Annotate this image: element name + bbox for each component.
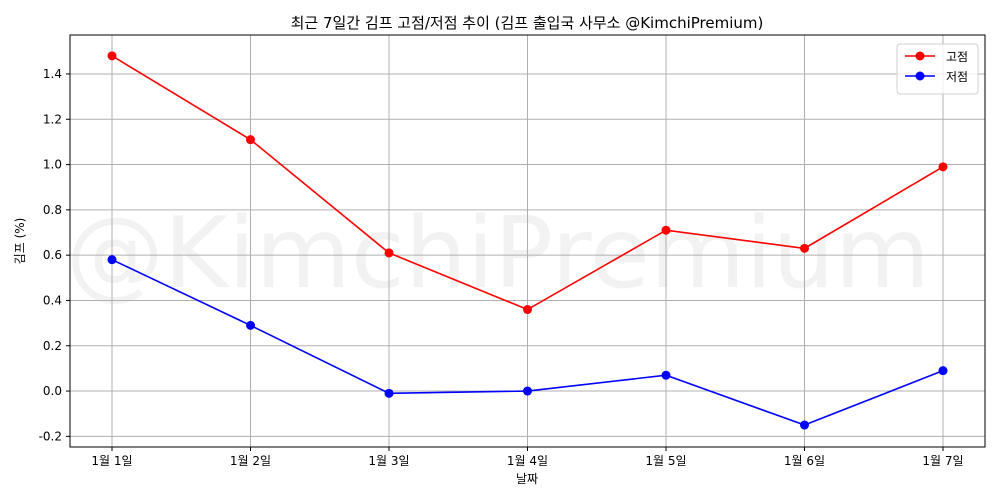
y-tick-label: 0.0 [43,384,62,398]
x-tick-label: 1월 5일 [645,454,686,468]
y-tick-label: 0.6 [43,248,62,262]
y-tick-label: 0.4 [43,293,62,307]
y-tick-label: -0.2 [39,429,62,443]
x-tick-label: 1월 1일 [91,454,132,468]
x-tick-label: 1월 4일 [507,454,548,468]
y-tick-label: 0.8 [43,203,62,217]
legend-marker [915,51,925,61]
data-point [661,225,671,235]
grid [70,35,985,447]
y-tick-label: 1.4 [43,67,62,81]
chart-title: 최근 7일간 김프 고점/저점 추이 (김프 출입국 사무소 @KimchiPr… [291,14,764,32]
legend-label: 고점 [946,50,968,64]
y-tick-label: 1.0 [43,158,62,172]
y-tick-label: 1.2 [43,112,62,126]
watermark: @KimchiPremium [66,197,930,311]
data-point [246,320,255,330]
data-point [800,420,809,430]
x-axis-label: 날짜 [516,472,538,486]
y-axis-label: 김프 (%) [13,218,27,265]
data-point [523,386,532,396]
data-point [384,388,394,398]
x-tick-label: 1월 2일 [230,454,271,468]
legend-label: 저점 [946,70,968,84]
x-tick-label: 1월 7일 [922,454,963,468]
x-tick-label: 1월 6일 [784,454,825,468]
data-point [523,305,532,315]
y-tick-label: 0.2 [43,339,62,353]
data-point [384,248,394,258]
data-point [800,243,809,253]
data-point [246,135,255,145]
x-tick-label: 1월 3일 [368,454,409,468]
data-point [938,162,948,172]
ticks: 1월 1일 1월 2일 1월 3일 1월 4일 1월 5일 1월 6일 1월 7일 -0.2 0… [39,67,964,468]
data-point [107,255,117,265]
data-point [661,370,671,380]
data-point [938,366,948,376]
data-point [107,51,117,61]
legend-marker [915,71,925,81]
series-layer [107,51,948,430]
